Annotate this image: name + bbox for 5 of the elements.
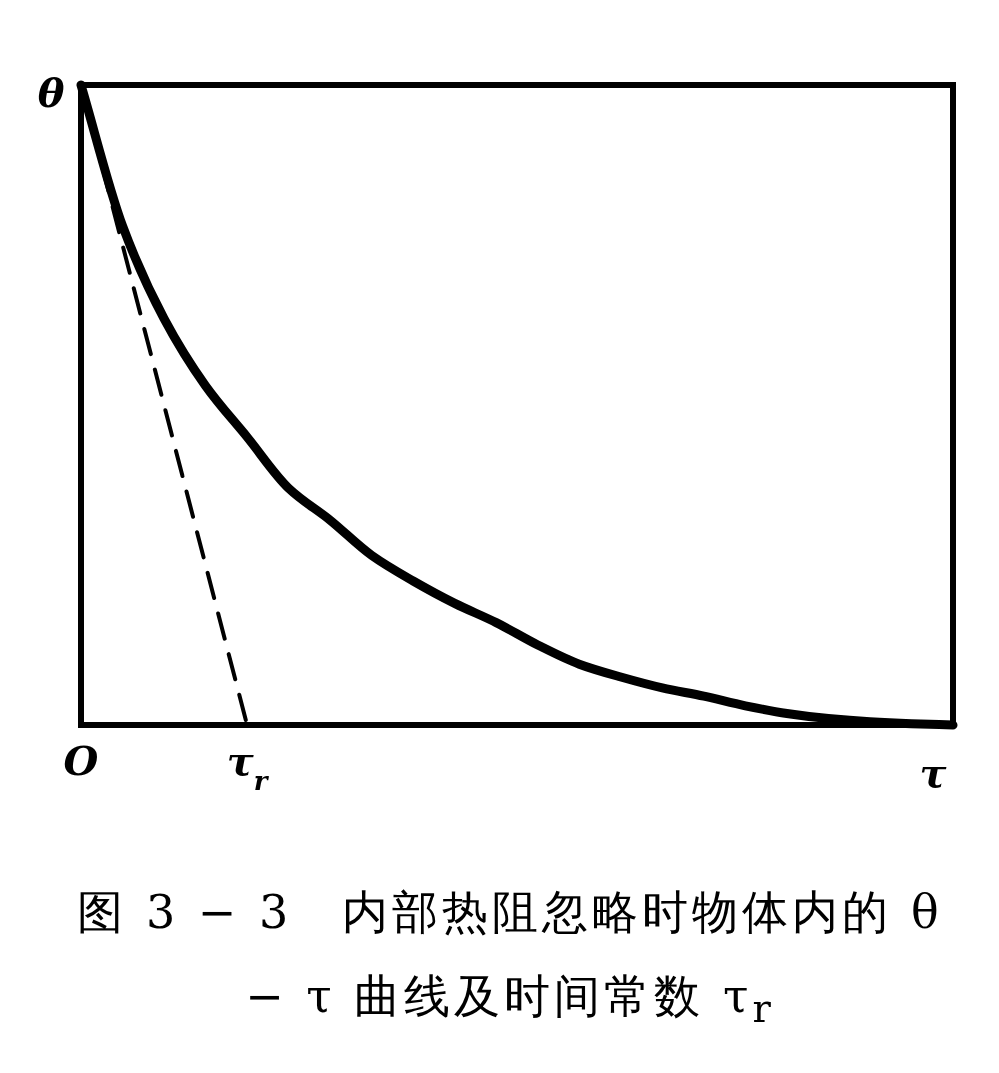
x-tick-label: τ$_{r}$ (226, 737, 270, 796)
text: 图 3 − 3 内部热阻忽略时物体内的 θ − τ 曲线及时间常数 τ$_{r}$ (76, 884, 944, 1034)
y-axis-title: θ (37, 69, 65, 116)
x-axis-title: τ (919, 749, 947, 796)
x-tick-label: O (63, 737, 99, 784)
